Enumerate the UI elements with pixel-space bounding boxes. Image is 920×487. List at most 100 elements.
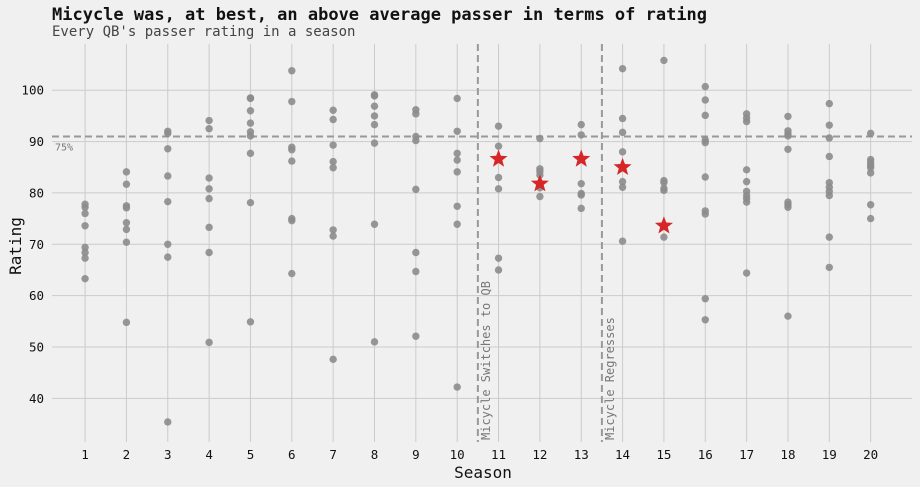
data-point (453, 202, 461, 210)
data-point (784, 312, 792, 320)
data-point (577, 191, 585, 199)
data-point (660, 186, 668, 195)
data-point (825, 152, 834, 161)
data-point (494, 254, 503, 262)
data-point (205, 125, 213, 133)
data-point (81, 209, 89, 218)
annotation-label: Micycle Regresses (603, 317, 617, 440)
x-tick-label: 14 (615, 447, 630, 462)
data-point (412, 332, 420, 340)
data-point (825, 134, 834, 142)
data-point (164, 197, 172, 206)
x-axis-label: Season (454, 463, 512, 482)
x-tick-label: 5 (247, 447, 255, 462)
data-point (246, 318, 255, 326)
data-point (122, 318, 131, 327)
highlight-star-point (613, 157, 632, 175)
x-tick-label: 9 (412, 447, 420, 462)
data-point (329, 232, 337, 240)
data-point (164, 129, 172, 138)
data-point (453, 127, 461, 136)
data-point (453, 383, 461, 391)
data-point (370, 92, 379, 100)
data-point (494, 185, 503, 193)
data-point (205, 194, 213, 203)
data-point (412, 267, 420, 276)
data-point (81, 254, 89, 262)
data-point (742, 269, 751, 277)
data-point (205, 116, 213, 125)
data-point (370, 102, 379, 110)
chart-subtitle: Every QB's passer rating in a season (52, 24, 356, 40)
x-tick-label: 6 (288, 447, 296, 462)
data-point (701, 295, 709, 303)
data-point (288, 216, 296, 225)
data-point (866, 164, 875, 172)
data-point (453, 156, 461, 164)
data-point (164, 172, 172, 180)
data-point (577, 120, 585, 129)
data-point (866, 129, 875, 138)
data-point (742, 117, 751, 126)
data-point (122, 204, 131, 212)
highlight-star-point (654, 216, 673, 234)
data-point (701, 173, 709, 181)
x-tick-label: 1 (81, 447, 89, 462)
data-point (701, 210, 709, 218)
x-tick-label: 15 (656, 447, 671, 462)
data-point (784, 132, 792, 140)
data-point (246, 119, 255, 127)
y-tick-label: 80 (29, 185, 44, 200)
data-point (81, 248, 89, 257)
data-point (618, 237, 627, 245)
data-point (742, 177, 751, 186)
data-point (370, 120, 379, 129)
data-point (370, 220, 379, 228)
data-point (412, 185, 420, 194)
data-point (825, 121, 834, 129)
x-tick-label: 10 (450, 447, 465, 462)
data-point (288, 146, 296, 154)
data-point (701, 82, 709, 91)
data-point (370, 112, 379, 120)
data-point (784, 112, 792, 121)
data-point (288, 97, 296, 106)
data-point (618, 114, 627, 123)
data-point (701, 316, 709, 324)
x-tick-label: 3 (164, 447, 172, 462)
x-tick-label: 4 (205, 447, 213, 462)
data-point (660, 178, 668, 187)
x-tick-label: 16 (698, 447, 713, 462)
data-point (329, 141, 337, 149)
x-tick-label: 18 (780, 447, 795, 462)
data-point (329, 226, 337, 234)
x-tick-label: 12 (532, 447, 547, 462)
data-point (660, 233, 668, 241)
data-point (370, 139, 379, 147)
data-point (164, 418, 172, 426)
data-point (701, 96, 709, 104)
data-point (370, 338, 379, 346)
data-point (453, 220, 461, 228)
highlight-points (489, 149, 673, 234)
data-point (288, 67, 296, 75)
data-point (618, 128, 627, 137)
data-point (494, 266, 503, 274)
x-tick-label: 17 (739, 447, 754, 462)
y-axis-label: Rating (6, 217, 25, 275)
data-point (164, 240, 172, 248)
data-point (205, 174, 213, 182)
highlight-star-point (530, 174, 549, 192)
data-point (618, 177, 627, 186)
data-point (412, 110, 420, 118)
data-point (453, 168, 461, 176)
data-point (618, 148, 627, 156)
data-point (825, 99, 834, 108)
highlight-star-point (572, 149, 591, 167)
data-point (866, 169, 875, 177)
data-point (577, 179, 585, 188)
data-point (866, 201, 875, 209)
data-point (329, 164, 337, 172)
data-point (288, 269, 296, 278)
